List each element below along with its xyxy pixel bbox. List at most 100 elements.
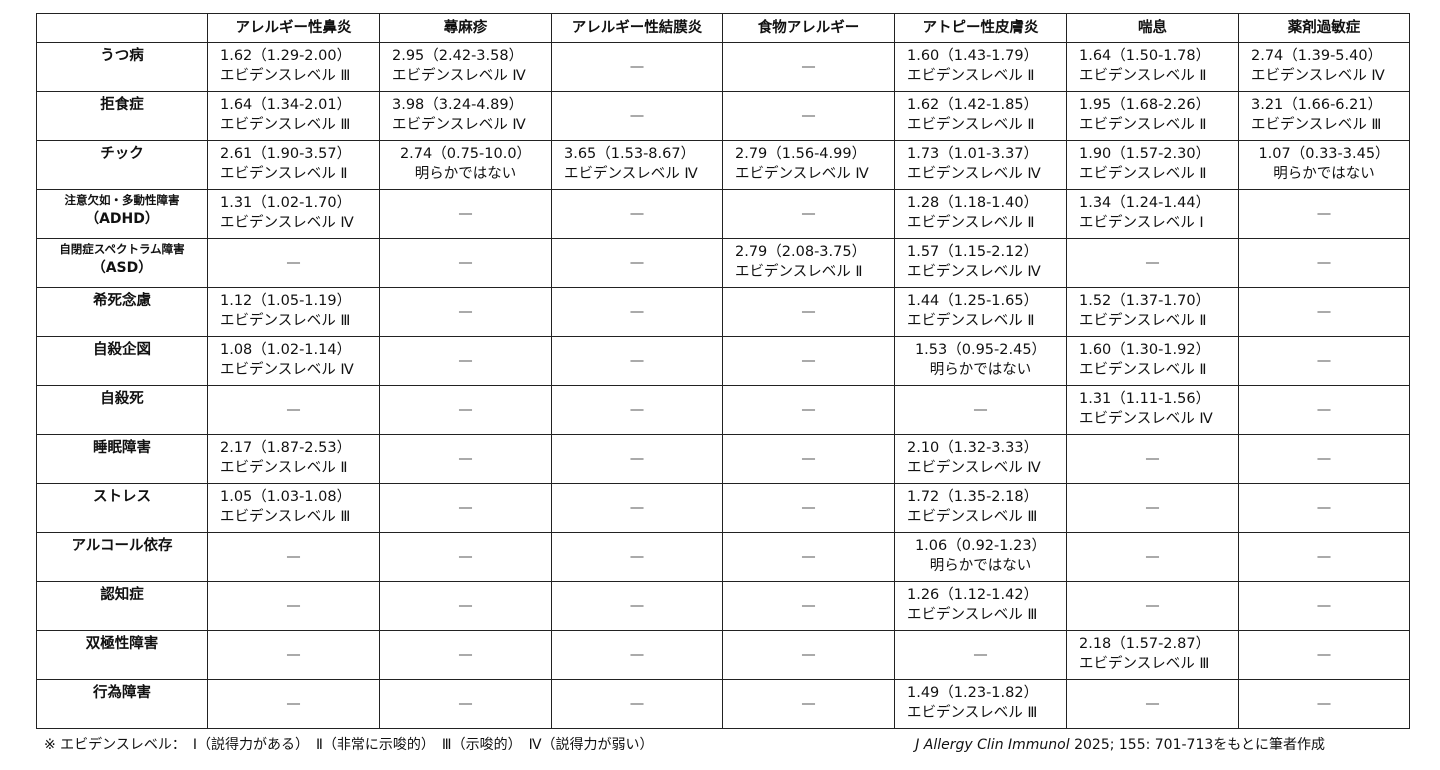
evidence-level: エビデンスレベル Ⅲ xyxy=(220,117,351,133)
evidence-level: エビデンスレベル Ⅲ xyxy=(220,509,351,525)
empty-cell: — xyxy=(379,679,552,729)
evidence-level: エビデンスレベル Ⅳ xyxy=(1079,411,1213,427)
odds-ratio: 2.18（1.57-2.87） xyxy=(1079,636,1211,652)
odds-ratio: 1.52（1.37-1.70） xyxy=(1079,293,1211,309)
odds-ratio: 2.17（1.87-2.53） xyxy=(220,440,352,456)
evidence-level: エビデンスレベル Ⅳ xyxy=(735,166,869,182)
row-header: 双極性障害 xyxy=(36,630,208,680)
table-row: 注意欠如・多動性障害 （ADHD） 1.31（1.02-1.70） エビデンスレベル … xyxy=(36,189,1410,239)
empty-cell: — xyxy=(722,385,895,435)
row-header: ストレス xyxy=(36,483,208,533)
value-cell: 1.07（0.33-3.45） 明らかではない xyxy=(1238,140,1410,190)
page-content: アレルギー性鼻炎 蕁麻疹 アレルギー性結膜炎 食物アレルギー アトピー性皮膚炎 喘息 薬剤過… xyxy=(36,13,1410,754)
evidence-level: エビデンスレベル Ⅲ xyxy=(220,313,351,329)
evidence-level: エビデンスレベル Ⅱ xyxy=(907,313,1035,329)
odds-ratio: 1.64（1.50-1.78） xyxy=(1079,48,1211,64)
odds-ratio: 1.73（1.01-3.37） xyxy=(907,146,1039,162)
row-header: 自殺死 xyxy=(36,385,208,435)
empty-cell: — xyxy=(379,238,552,288)
row-label-line: （ASD） xyxy=(91,260,153,276)
empty-cell: — xyxy=(1238,287,1410,337)
odds-ratio: 1.72（1.35-2.18） xyxy=(907,489,1039,505)
empty-cell: — xyxy=(722,679,895,729)
evidence-level: エビデンスレベル Ⅲ xyxy=(1079,656,1210,672)
evidence-level: エビデンスレベル Ⅱ xyxy=(1079,117,1207,133)
source-citation: J Allergy Clin Immunol 2025; 155: 701-71… xyxy=(915,736,1325,754)
row-header: 希死念慮 xyxy=(36,287,208,337)
empty-cell: — xyxy=(551,434,723,484)
table-row: 睡眠障害 2.17（1.87-2.53） エビデンスレベル Ⅱ — — —2.10（1.3… xyxy=(36,434,1410,484)
row-header: 自殺企図 xyxy=(36,336,208,386)
evidence-level: エビデンスレベル Ⅱ xyxy=(735,264,863,280)
table-row: 自閉症スペクトラム障害 （ASD） — — —2.79（2.08-3.75） エビデンスレ… xyxy=(36,238,1410,288)
value-cell: 1.62（1.42-1.85） エビデンスレベル Ⅱ xyxy=(894,91,1067,141)
odds-ratio: 2.79（2.08-3.75） xyxy=(735,244,867,260)
value-cell: 2.79（2.08-3.75） エビデンスレベル Ⅱ xyxy=(722,238,895,288)
evidence-level: エビデンスレベル Ⅳ xyxy=(392,117,526,133)
odds-ratio: 1.05（1.03-1.08） xyxy=(220,489,352,505)
evidence-level: エビデンスレベル Ⅱ xyxy=(220,460,348,476)
row-label-line: うつ病 xyxy=(100,48,144,64)
empty-cell: — xyxy=(551,581,723,631)
value-cell: 1.72（1.35-2.18） エビデンスレベル Ⅲ xyxy=(894,483,1067,533)
odds-ratio: 3.98（3.24-4.89） xyxy=(392,97,524,113)
evidence-level: エビデンスレベル Ⅳ xyxy=(907,460,1041,476)
citation-details: 2025; 155: 701-713をもとに筆者作成 xyxy=(1069,737,1325,753)
empty-cell: — xyxy=(379,434,552,484)
evidence-level: エビデンスレベル Ⅲ xyxy=(907,509,1038,525)
evidence-level: エビデンスレベル Ⅳ xyxy=(907,166,1041,182)
evidence-level: エビデンスレベル Ⅱ xyxy=(907,68,1035,84)
empty-cell: — xyxy=(722,287,895,337)
empty-cell: — xyxy=(207,238,380,288)
value-cell: 2.95（2.42-3.58） エビデンスレベル Ⅳ xyxy=(379,42,552,92)
empty-cell: — xyxy=(894,385,1067,435)
row-label-line: アルコール依存 xyxy=(71,538,173,554)
value-cell: 1.28（1.18-1.40） エビデンスレベル Ⅱ xyxy=(894,189,1067,239)
empty-cell: — xyxy=(379,483,552,533)
value-cell: 3.65（1.53-8.67） エビデンスレベル Ⅳ xyxy=(551,140,723,190)
value-cell: 2.74（0.75-10.0） 明らかではない xyxy=(379,140,552,190)
table-row: 自殺企図 1.08（1.02-1.14） エビデンスレベル Ⅳ — — —1.53（0.9… xyxy=(36,336,1410,386)
empty-cell: — xyxy=(207,581,380,631)
evidence-level: エビデンスレベル Ⅱ xyxy=(907,215,1035,231)
empty-cell: — xyxy=(551,238,723,288)
empty-cell: — xyxy=(1066,679,1239,729)
odds-ratio: 1.26（1.12-1.42） xyxy=(907,587,1039,603)
evidence-level: エビデンスレベル Ⅱ xyxy=(220,166,348,182)
row-header: 睡眠障害 xyxy=(36,434,208,484)
value-cell: 1.90（1.57-2.30） エビデンスレベル Ⅱ xyxy=(1066,140,1239,190)
empty-cell: — xyxy=(722,532,895,582)
empty-cell: — xyxy=(379,189,552,239)
empty-cell: — xyxy=(551,483,723,533)
empty-cell: — xyxy=(551,42,723,92)
empty-cell: — xyxy=(551,532,723,582)
empty-cell: — xyxy=(551,336,723,386)
evidence-level: エビデンスレベル Ⅲ xyxy=(907,607,1038,623)
evidence-level: エビデンスレベル Ⅱ xyxy=(1079,166,1207,182)
evidence-level: 明らかではない xyxy=(1273,166,1375,182)
value-cell: 2.79（1.56-4.99） エビデンスレベル Ⅳ xyxy=(722,140,895,190)
empty-cell: — xyxy=(551,287,723,337)
odds-ratio: 2.74（1.39-5.40） xyxy=(1251,48,1383,64)
value-cell: 1.26（1.12-1.42） エビデンスレベル Ⅲ xyxy=(894,581,1067,631)
evidence-level: エビデンスレベル Ⅳ xyxy=(220,362,354,378)
column-header: アレルギー性鼻炎 xyxy=(207,13,380,43)
evidence-level: エビデンスレベル Ⅱ xyxy=(907,117,1035,133)
value-cell: 1.34（1.24-1.44） エビデンスレベル Ⅰ xyxy=(1066,189,1239,239)
empty-cell: — xyxy=(722,91,895,141)
value-cell: 2.74（1.39-5.40） エビデンスレベル Ⅳ xyxy=(1238,42,1410,92)
value-cell: 1.95（1.68-2.26） エビデンスレベル Ⅱ xyxy=(1066,91,1239,141)
empty-cell: — xyxy=(379,581,552,631)
row-label-line: 注意欠如・多動性障害 xyxy=(64,193,180,207)
value-cell: 1.57（1.15-2.12） エビデンスレベル Ⅳ xyxy=(894,238,1067,288)
row-label-line: 自殺死 xyxy=(100,391,144,407)
empty-cell: — xyxy=(722,434,895,484)
table-row: ストレス 1.05（1.03-1.08） エビデンスレベル Ⅲ — — —1.72（1.3… xyxy=(36,483,1410,533)
row-header: アルコール依存 xyxy=(36,532,208,582)
value-cell: 1.53（0.95-2.45） 明らかではない xyxy=(894,336,1067,386)
header-row: アレルギー性鼻炎 蕁麻疹 アレルギー性結膜炎 食物アレルギー アトピー性皮膚炎 喘息 薬剤過… xyxy=(36,13,1410,43)
value-cell: 2.61（1.90-3.57） エビデンスレベル Ⅱ xyxy=(207,140,380,190)
table-row: 拒食症 1.64（1.34-2.01） エビデンスレベル Ⅲ 3.98（3.24-4.… xyxy=(36,91,1410,141)
evidence-level: エビデンスレベル Ⅳ xyxy=(392,68,526,84)
row-header: 自閉症スペクトラム障害 （ASD） xyxy=(36,238,208,288)
